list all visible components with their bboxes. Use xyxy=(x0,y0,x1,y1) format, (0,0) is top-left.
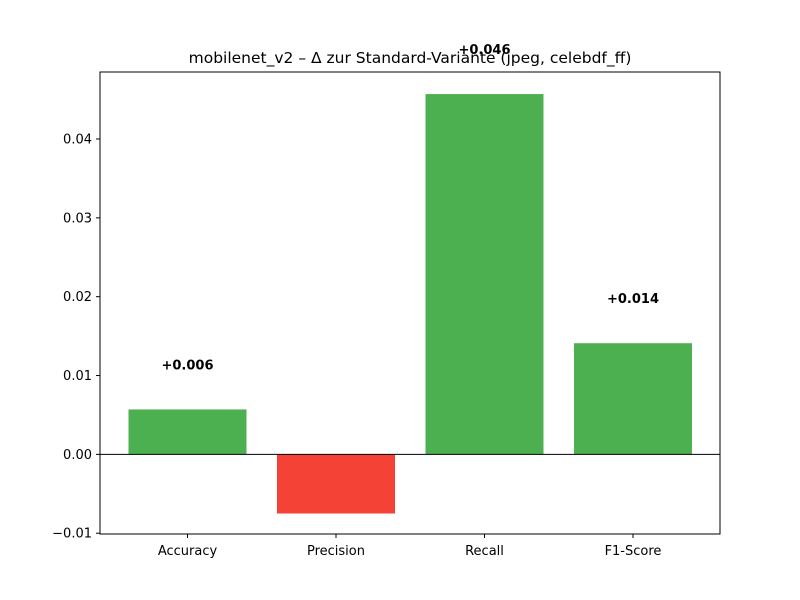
x-tick-label: F1-Score xyxy=(605,544,662,559)
value-label: +0.006 xyxy=(161,358,213,373)
value-labels-group: +0.006 +0.046 +0.014 xyxy=(161,43,659,373)
value-label: +0.014 xyxy=(607,292,659,307)
y-tick-label: −0.01 xyxy=(52,527,92,542)
x-tick-label: Precision xyxy=(307,544,365,559)
x-tick-label: Recall xyxy=(465,544,504,559)
bar-precision xyxy=(277,454,395,514)
x-axis: Accuracy Precision Recall F1-Score xyxy=(158,534,662,559)
bar-accuracy xyxy=(128,409,247,455)
y-tick-label: 0.01 xyxy=(63,369,92,384)
y-tick-label: 0.04 xyxy=(63,133,92,148)
bars-group xyxy=(128,94,692,514)
chart-title: mobilenet_v2 – Δ zur Standard-Variante (… xyxy=(189,49,632,68)
x-tick-label: Accuracy xyxy=(158,544,218,559)
y-tick-label: 0.02 xyxy=(63,290,92,305)
value-label: +0.046 xyxy=(458,43,510,58)
y-tick-label: 0.00 xyxy=(63,448,92,463)
y-axis: −0.01 0.00 0.01 0.02 0.03 0.04 xyxy=(52,133,100,542)
plot-frame xyxy=(99,71,721,535)
bar-recall xyxy=(425,94,544,455)
bar-f1-score xyxy=(574,343,692,455)
y-tick-label: 0.03 xyxy=(63,211,92,226)
